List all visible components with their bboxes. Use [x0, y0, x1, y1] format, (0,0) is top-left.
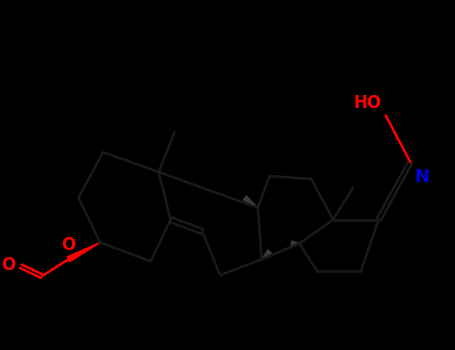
Polygon shape — [243, 196, 258, 208]
Text: O: O — [1, 256, 15, 274]
Polygon shape — [292, 241, 299, 246]
Text: N: N — [414, 168, 429, 186]
Polygon shape — [262, 250, 272, 259]
Text: O: O — [61, 236, 76, 254]
Text: HO: HO — [354, 94, 382, 112]
Polygon shape — [67, 243, 100, 262]
